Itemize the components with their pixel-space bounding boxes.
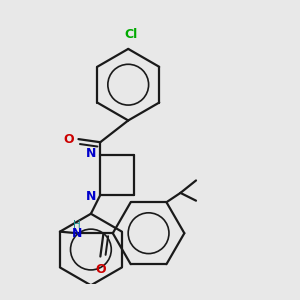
Text: N: N xyxy=(72,227,82,240)
Text: O: O xyxy=(63,133,74,146)
Text: H: H xyxy=(73,220,81,230)
Text: O: O xyxy=(95,263,106,276)
Text: N: N xyxy=(86,147,97,160)
Text: N: N xyxy=(86,190,97,203)
Text: Cl: Cl xyxy=(125,28,138,41)
